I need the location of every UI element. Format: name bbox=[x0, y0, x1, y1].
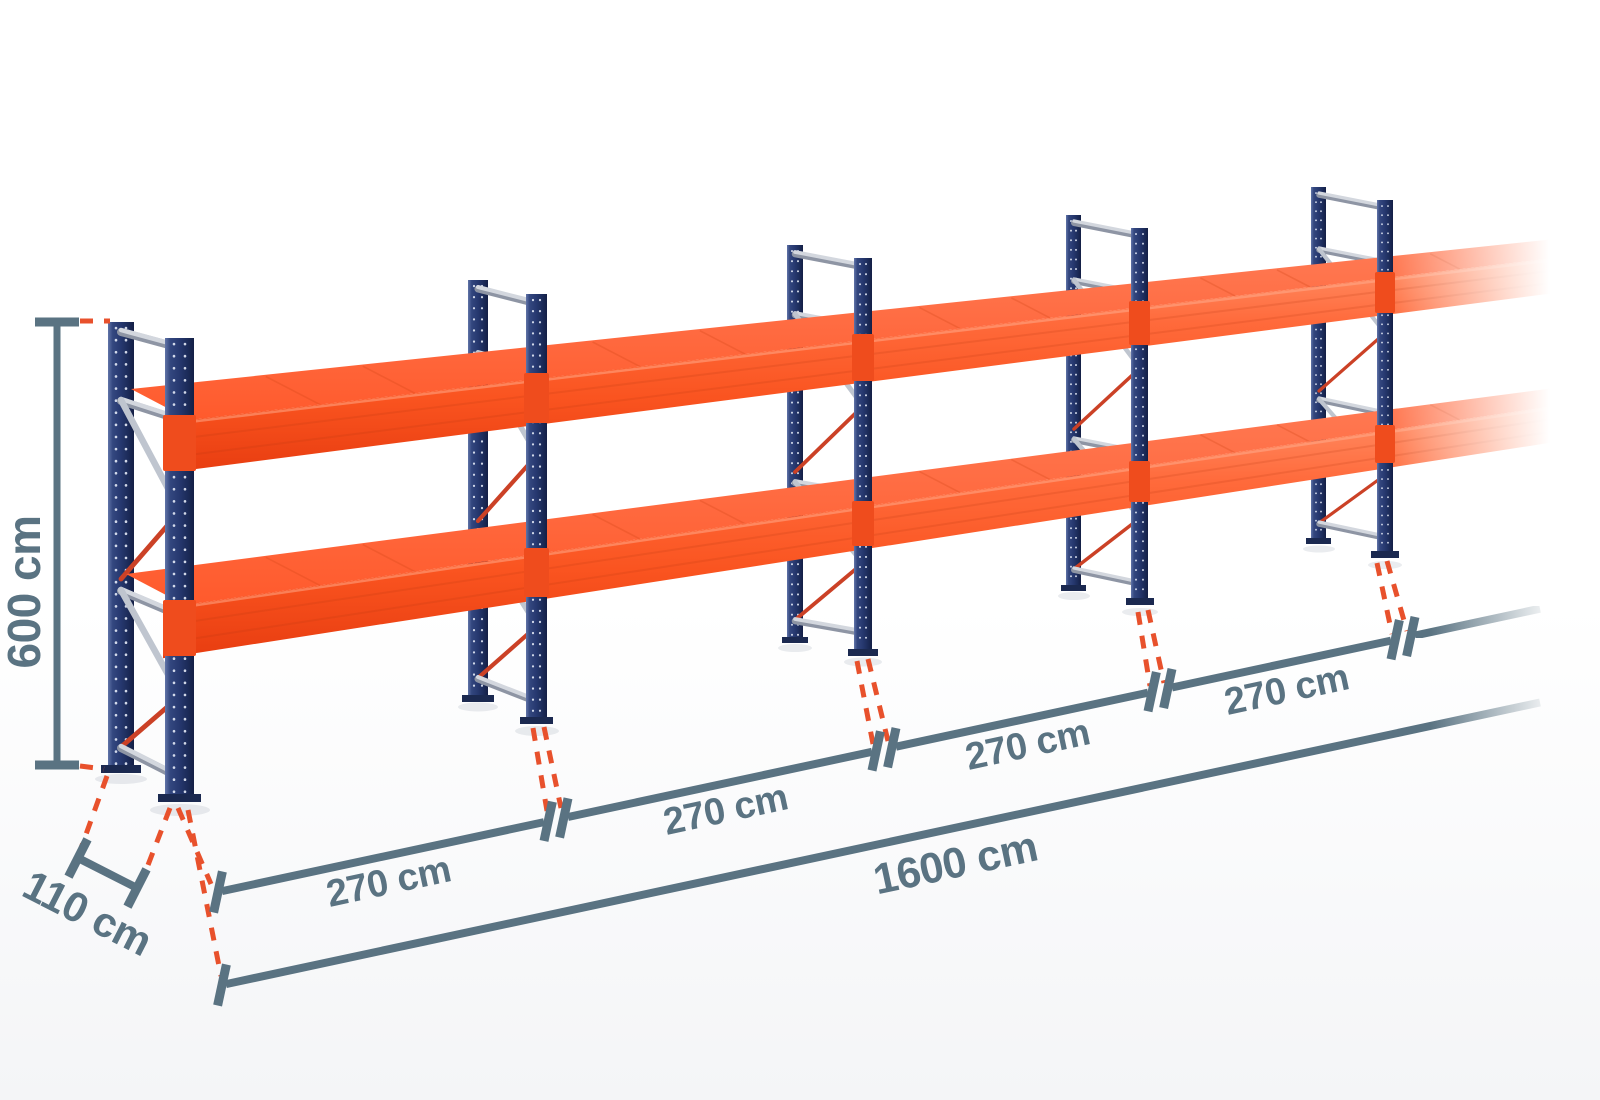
shelf-level-2-deck bbox=[131, 239, 1555, 420]
beam-bracket bbox=[163, 415, 196, 471]
connector-frame4-a bbox=[1135, 611, 1153, 687]
beam-bracket bbox=[852, 501, 874, 546]
beam-bracket bbox=[1375, 272, 1395, 313]
upright-front-post bbox=[158, 338, 201, 802]
beam-bracket bbox=[524, 373, 549, 423]
beam-bracket bbox=[1129, 301, 1150, 345]
beam-bracket bbox=[1129, 461, 1150, 502]
beam-bracket bbox=[524, 548, 549, 597]
connector-height-bottom bbox=[79, 763, 105, 772]
depth-cap-right bbox=[123, 867, 151, 909]
connector-frame4-b bbox=[1145, 609, 1167, 684]
beam-bracket bbox=[163, 600, 196, 656]
beam-brackets bbox=[163, 272, 1395, 656]
shelf-level-1-deck bbox=[126, 388, 1555, 605]
beam-bracket bbox=[1375, 425, 1395, 463]
deck-seams bbox=[265, 253, 1461, 406]
connector-lines bbox=[77, 318, 1410, 977]
total-start-cap bbox=[213, 963, 231, 1007]
connector-depth-front bbox=[140, 807, 173, 879]
connector-frame5-a bbox=[1374, 562, 1395, 635]
floor-shadows bbox=[95, 545, 1402, 816]
bay-dimension-line bbox=[209, 604, 1541, 914]
height-dimension-line bbox=[35, 317, 79, 770]
beam-bracket bbox=[852, 334, 874, 381]
connector-frame5-b bbox=[1384, 560, 1410, 632]
dimension-lines bbox=[35, 317, 1541, 1007]
depth-dimension-line bbox=[64, 837, 151, 909]
height-dimension-label: 600 cm bbox=[0, 515, 50, 668]
connector-total-start bbox=[185, 809, 224, 977]
deck-seams bbox=[265, 403, 1461, 587]
upright-back-post bbox=[101, 322, 141, 773]
bay-start-cap bbox=[209, 870, 227, 914]
depth-cap-left bbox=[64, 837, 92, 879]
total-length-dimension-line bbox=[213, 698, 1541, 1007]
